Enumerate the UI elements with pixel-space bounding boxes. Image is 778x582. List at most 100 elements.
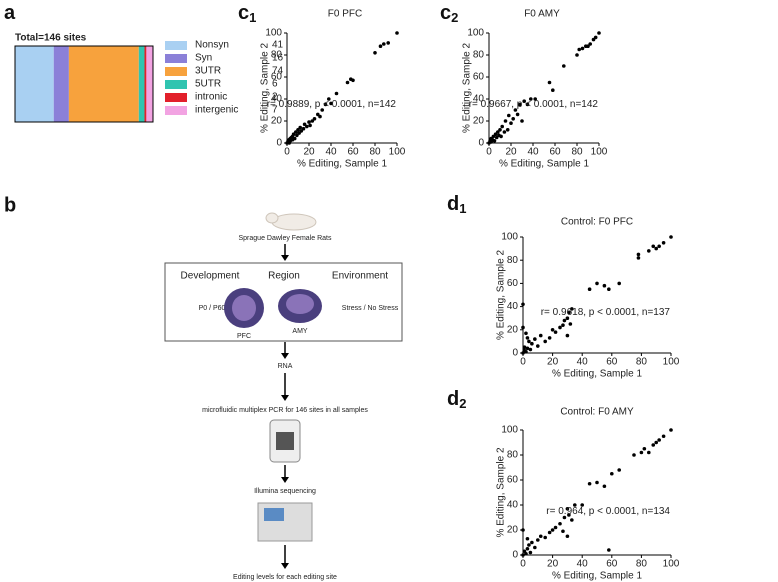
point [617,468,621,472]
point [494,135,499,140]
workflow-diagram: b Sprague Dawley Female Rats Development… [4,194,403,581]
bar-segment [138,46,145,122]
x-tick-label: 40 [527,147,539,158]
point [505,128,510,132]
y-tick-label: 100 [501,232,518,243]
y-axis-label: % Editing, Sample 2 [496,250,507,340]
y-tick-label: 20 [507,525,519,536]
bar-segment [53,46,69,122]
region-label: PFC [237,333,251,340]
point [607,548,611,552]
legend-swatch [165,41,187,50]
point [310,119,315,123]
x-tick-label: 80 [369,147,381,158]
x-tick-label: 40 [577,357,589,368]
point [529,97,533,101]
point [669,428,673,432]
x-axis-label: % Editing, Sample 1 [297,159,387,170]
point [568,322,573,326]
point [521,528,525,532]
point [547,80,552,85]
point [562,515,567,520]
point [661,241,666,245]
point [521,325,525,330]
legend-swatch [165,93,187,102]
panel-letter: c [238,2,249,24]
legend-swatch [165,54,187,63]
point [573,503,577,507]
point [551,88,555,92]
point [522,345,527,350]
factor-detail: Stress / No Stress [342,305,399,312]
y-tick-label: 40 [271,94,283,105]
point [547,336,552,340]
point [382,42,386,46]
arrow-head [281,395,289,401]
point [312,117,317,121]
point [323,102,328,107]
point [373,51,377,55]
point [561,323,565,327]
y-tick-label: 20 [271,116,283,127]
point [654,440,658,445]
point [509,121,513,125]
annotation: r= 0.9889, p < 0.0001, n=142 [267,99,397,110]
point [602,484,607,489]
chart-title: Control: F0 AMY [560,407,634,418]
point [577,47,581,52]
point [533,337,537,341]
point [562,64,566,68]
point [651,443,656,447]
step-label: microfluidic multiplex PCR for 146 sites… [202,407,368,414]
point [297,131,301,135]
point [298,125,303,130]
panel-subscript: 2 [459,396,466,411]
point [595,480,599,485]
factor-title: Development [181,271,240,282]
point [492,139,497,143]
x-tick-label: 0 [486,147,492,158]
y-axis-label: % Editing, Sample 2 [496,447,507,537]
panel-label: c1 [238,2,256,25]
point [586,44,590,48]
y-tick-label: 40 [507,301,519,312]
x-tick-label: 40 [325,147,337,158]
annotation: r= 0.9618, p < 0.0001, n=137 [541,307,671,318]
y-tick-label: 0 [276,138,282,149]
point [493,132,498,136]
annotation: r= 0.9667, p < 0.0001, n=142 [469,99,599,110]
point [351,78,355,83]
point [543,535,547,540]
point [567,310,571,315]
rat-icon [265,212,279,224]
y-tick-label: 100 [265,28,282,39]
point [511,117,515,121]
point [565,316,570,321]
panel-subscript: 1 [249,10,256,25]
y-tick-label: 0 [512,550,518,561]
point [525,536,530,541]
y-tick-label: 80 [271,50,283,61]
point [553,330,558,334]
annotation: r= 0.964, p < 0.0001, n=134 [546,506,670,517]
factor-detail: P0 / P60 [199,305,226,312]
y-axis-label: % Editing, Sample 2 [260,43,271,133]
y-axis-label: % Editing, Sample 2 [462,43,473,133]
point [327,97,331,101]
point [580,503,584,507]
panel-letter: d [447,388,459,410]
x-tick-label: 20 [547,559,559,570]
factor-title: Environment [332,271,388,282]
y-tick-label: 0 [512,348,518,359]
rat-icon [271,213,317,231]
point [518,102,522,107]
point [522,99,526,103]
point [525,102,530,107]
bar-segment [146,46,153,122]
panel-letter: c [440,2,451,24]
x-tick-label: 20 [303,147,315,158]
legend-label: 5UTR [195,79,221,90]
point [299,129,304,133]
point [561,529,565,534]
point [320,108,325,112]
